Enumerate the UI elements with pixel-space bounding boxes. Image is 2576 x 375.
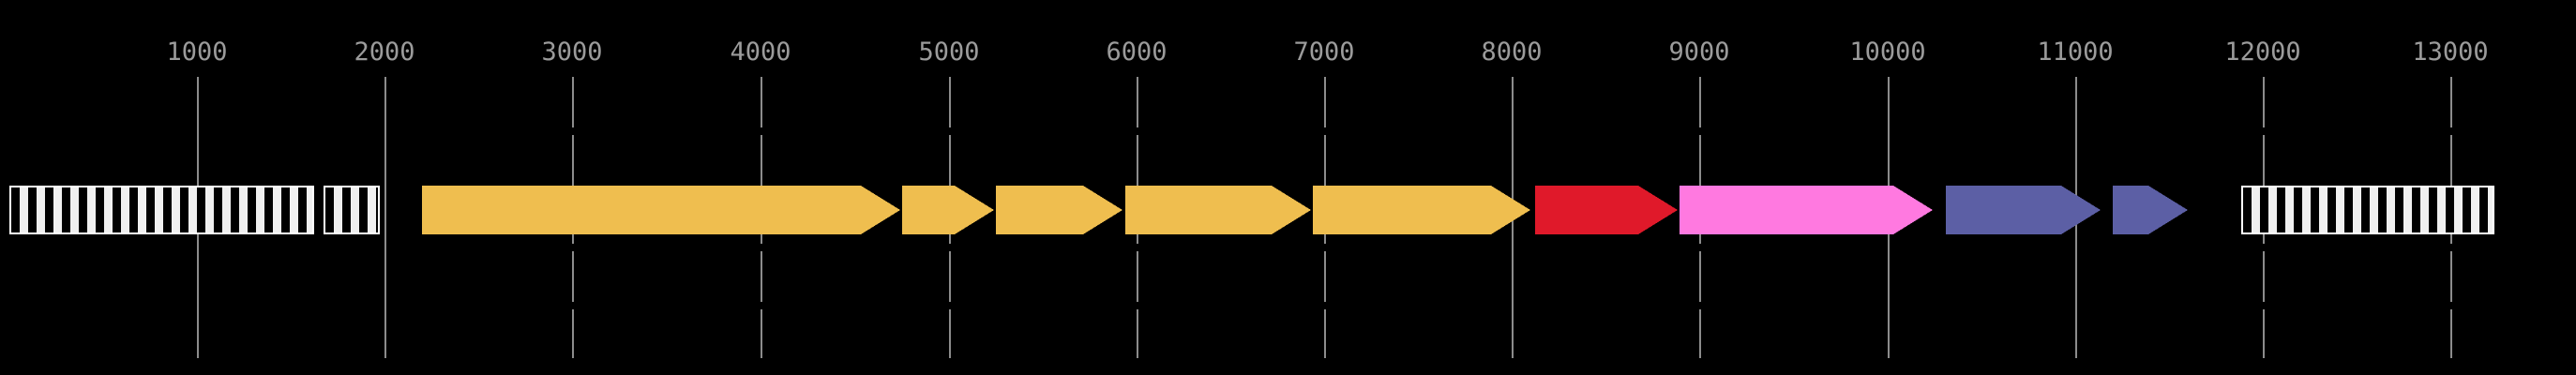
ruler-tick-label: 1000 xyxy=(166,38,228,67)
ruler-tick-label: 5000 xyxy=(918,38,980,67)
gene-arrow[interactable] xyxy=(996,186,1122,234)
ruler-tick-label: 9000 xyxy=(1668,38,1730,67)
ruler-tick-label: 13000 xyxy=(2412,38,2489,67)
feature-track[interactable] xyxy=(0,186,2576,234)
ruler-tick-label: 7000 xyxy=(1293,38,1355,67)
gene-arrow-shape xyxy=(996,186,1122,234)
gene-arrow-shape xyxy=(2113,186,2188,234)
gene-arrow[interactable] xyxy=(902,186,994,234)
ruler-tick-label: 10000 xyxy=(1849,38,1926,67)
gene-arrow-shape xyxy=(1313,186,1530,234)
hatched-region[interactable] xyxy=(2241,186,2494,234)
gene-arrow[interactable] xyxy=(1125,186,1311,234)
gene-arrow-shape xyxy=(1535,186,1678,234)
ruler-tick-label: 8000 xyxy=(1481,38,1543,67)
ruler-tick-label: 12000 xyxy=(2224,38,2301,67)
gene-arrow-shape xyxy=(422,186,900,234)
ruler-tick-label: 4000 xyxy=(730,38,791,67)
gene-arrow-shape xyxy=(1125,186,1311,234)
gene-arrow-shape xyxy=(1680,186,1933,234)
ruler-tick-label: 6000 xyxy=(1106,38,1167,67)
ruler-tick-label: 2000 xyxy=(354,38,415,67)
gene-arrow[interactable] xyxy=(2113,186,2188,234)
gene-arrow[interactable] xyxy=(1535,186,1678,234)
hatched-region[interactable] xyxy=(324,186,380,234)
hatched-region[interactable] xyxy=(9,186,314,234)
gene-arrow-shape xyxy=(902,186,994,234)
ruler-gridline xyxy=(384,77,386,358)
ruler-tick-label: 11000 xyxy=(2037,38,2114,67)
ruler-tick-label: 3000 xyxy=(541,38,603,67)
gene-arrow[interactable] xyxy=(1680,186,1933,234)
gene-arrow[interactable] xyxy=(1313,186,1530,234)
gene-arrow-shape xyxy=(1946,186,2101,234)
gene-arrow[interactable] xyxy=(422,186,900,234)
gene-arrow[interactable] xyxy=(1946,186,2101,234)
